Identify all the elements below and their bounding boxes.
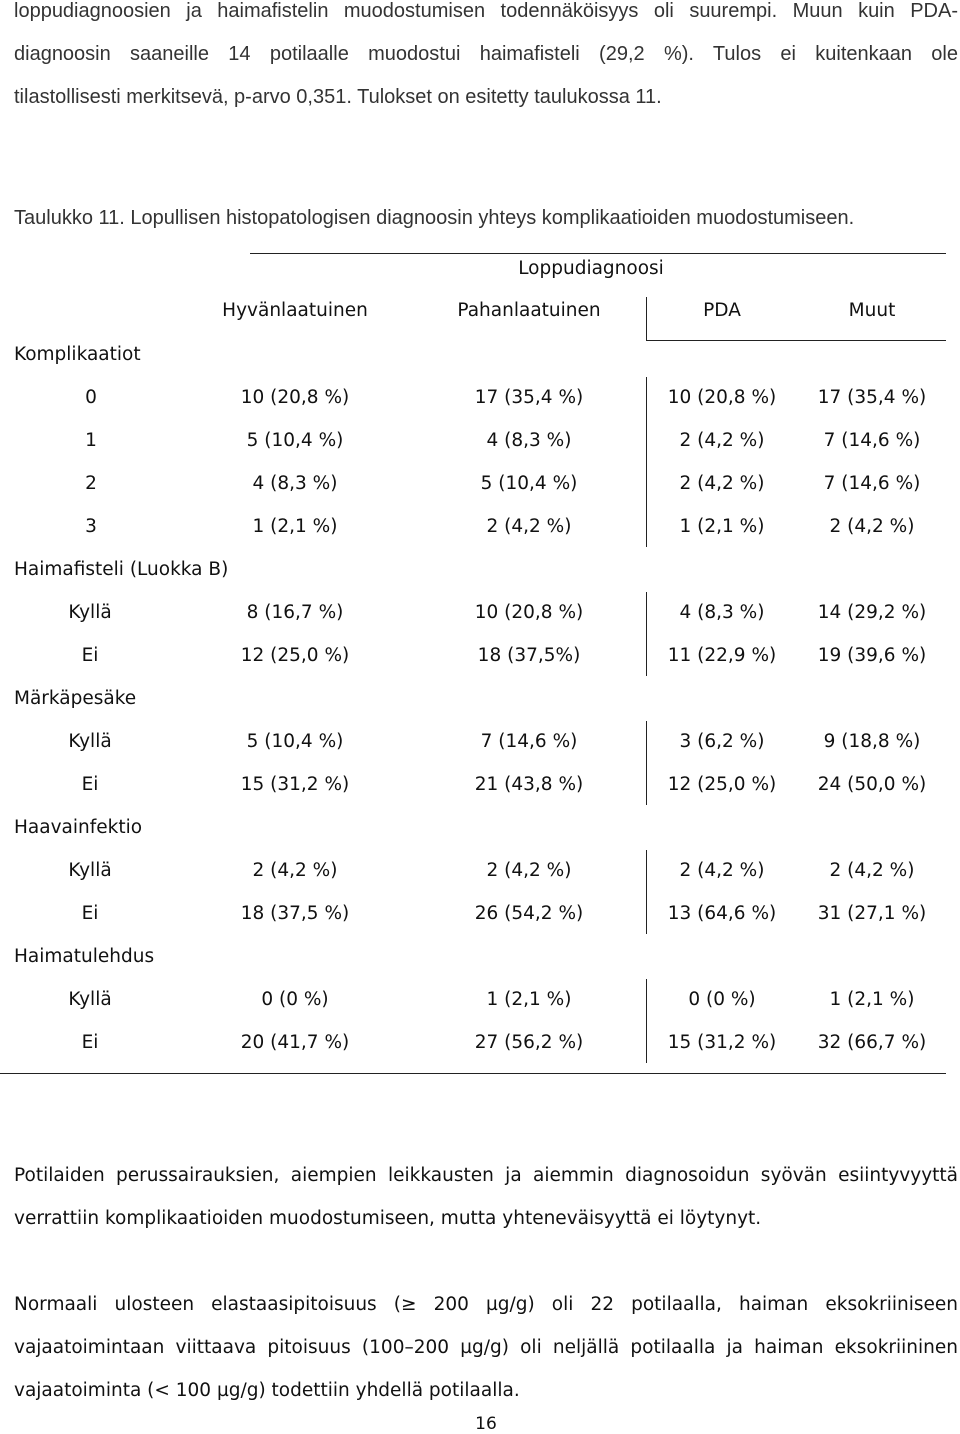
column-header: Hyvänlaatuinen — [222, 300, 368, 321]
table-cell: 2 (4,2 %) — [252, 860, 338, 881]
intro-paragraph: loppudiagnoosien ja haimafistelin muodos… — [14, 0, 958, 119]
section-title: Komplikaatiot — [14, 344, 141, 365]
table-cell: 1 (2,1 %) — [252, 516, 338, 537]
row-label: Kyllä — [68, 731, 112, 752]
table-cell: 10 (20,8 %) — [667, 387, 777, 408]
table-cell: 8 (16,7 %) — [246, 602, 344, 623]
section-title: Haavainfektio — [14, 817, 143, 838]
table-cell: 17 (35,4 %) — [817, 387, 927, 408]
table-cell: 4 (8,3 %) — [486, 430, 572, 451]
table-cell: 5 (10,4 %) — [246, 731, 344, 752]
column-header: Pahanlaatuinen — [457, 300, 601, 321]
table-cell: 15 (31,2 %) — [667, 1032, 777, 1053]
section-title: Haimatulehdus — [14, 946, 155, 967]
table-cell: 7 (14,6 %) — [480, 731, 578, 752]
table-cell: 2 (4,2 %) — [486, 860, 572, 881]
table-cell: 4 (8,3 %) — [252, 473, 338, 494]
table-cell: 12 (25,0 %) — [240, 645, 350, 666]
table-cell: 7 (14,6 %) — [823, 430, 921, 451]
row-label: Kyllä — [68, 602, 112, 623]
table-cell: 31 (27,1 %) — [817, 903, 927, 924]
paragraph-elastase: Normaali ulosteen elastaasipitoisuus (≥ … — [14, 1283, 958, 1412]
table-cell: 20 (41,7 %) — [240, 1032, 350, 1053]
column-header: PDA — [703, 300, 741, 321]
table-cell: 21 (43,8 %) — [474, 774, 584, 795]
row-label: 2 — [85, 473, 97, 494]
row-label: Ei — [81, 774, 99, 795]
table-cell: 2 (4,2 %) — [679, 430, 765, 451]
paragraph-line: vajaatoiminta (< 100 µg/g) todettiin yhd… — [14, 1380, 520, 1401]
table-caption: Taulukko 11. Lopullisen histopatologisen… — [14, 207, 855, 229]
row-label: Kyllä — [68, 989, 112, 1010]
row-label: 1 — [85, 430, 97, 451]
table-cell: 5 (10,4 %) — [246, 430, 344, 451]
intro-line: diagnoosin saaneille 14 potilaalle muodo… — [14, 43, 958, 65]
paragraph-comorbidities: Potilaiden perussairauksien, aiempien le… — [14, 1154, 958, 1240]
column-divider — [646, 721, 647, 805]
column-divider — [646, 979, 647, 1063]
table-cell: 2 (4,2 %) — [679, 473, 765, 494]
table-cell: 2 (4,2 %) — [486, 516, 572, 537]
intro-line: loppudiagnoosien ja haimafistelin muodos… — [14, 0, 958, 22]
table-cell: 32 (66,7 %) — [817, 1032, 927, 1053]
table-cell: 18 (37,5 %) — [240, 903, 350, 924]
table-header-rule — [646, 340, 946, 341]
table-cell: 4 (8,3 %) — [679, 602, 765, 623]
table-cell: 1 (2,1 %) — [486, 989, 572, 1010]
table-cell: 1 (2,1 %) — [829, 989, 915, 1010]
table-cell: 2 (4,2 %) — [679, 860, 765, 881]
row-label: Ei — [81, 1032, 99, 1053]
table-cell: 14 (29,2 %) — [817, 602, 927, 623]
column-divider — [646, 850, 647, 934]
table-cell: 9 (18,8 %) — [823, 731, 921, 752]
paragraph-line: verrattiin komplikaatioiden muodostumise… — [14, 1208, 762, 1229]
table-cell: 10 (20,8 %) — [240, 387, 350, 408]
table-top-rule — [250, 253, 946, 254]
column-divider — [646, 297, 647, 340]
paragraph-line: vajaatoimintaan viittaava pitoisuus (100… — [14, 1337, 958, 1358]
table-cell: 10 (20,8 %) — [474, 602, 584, 623]
table-cell: 18 (37,5%) — [477, 645, 581, 666]
page-number: 16 — [475, 1414, 497, 1434]
section-title: Märkäpesäke — [14, 688, 137, 709]
paragraph-line: Potilaiden perussairauksien, aiempien le… — [14, 1165, 958, 1186]
intro-line: tilastollisesti merkitsevä, p-arvo 0,351… — [14, 86, 662, 108]
table-cell: 0 (0 %) — [688, 989, 756, 1010]
table-cell: 27 (56,2 %) — [474, 1032, 584, 1053]
table-cell: 2 (4,2 %) — [829, 860, 915, 881]
table-cell: 3 (6,2 %) — [679, 731, 765, 752]
table-cell: 13 (64,6 %) — [667, 903, 777, 924]
table-cell: 26 (54,2 %) — [474, 903, 584, 924]
table-cell: 11 (22,9 %) — [667, 645, 777, 666]
table-cell: 5 (10,4 %) — [480, 473, 578, 494]
table-cell: 15 (31,2 %) — [240, 774, 350, 795]
row-label: Kyllä — [68, 860, 112, 881]
row-label: Ei — [81, 903, 99, 924]
column-divider — [646, 377, 647, 547]
column-divider — [646, 592, 647, 676]
table-cell: 0 (0 %) — [261, 989, 329, 1010]
column-header: Muut — [848, 300, 896, 321]
table-cell: 2 (4,2 %) — [829, 516, 915, 537]
row-label: 3 — [85, 516, 97, 537]
table-cell: 24 (50,0 %) — [817, 774, 927, 795]
table-cell: 17 (35,4 %) — [474, 387, 584, 408]
paragraph-line: Normaali ulosteen elastaasipitoisuus (≥ … — [14, 1294, 958, 1315]
table-cell: 1 (2,1 %) — [679, 516, 765, 537]
table-bottom-rule — [0, 1073, 946, 1074]
row-label: Ei — [81, 645, 99, 666]
section-title: Haimafisteli (Luokka B) — [14, 559, 229, 580]
group-header: Loppudiagnoosi — [518, 258, 664, 279]
row-label: 0 — [85, 387, 97, 408]
table-cell: 12 (25,0 %) — [667, 774, 777, 795]
table-cell: 19 (39,6 %) — [817, 645, 927, 666]
table-cell: 7 (14,6 %) — [823, 473, 921, 494]
